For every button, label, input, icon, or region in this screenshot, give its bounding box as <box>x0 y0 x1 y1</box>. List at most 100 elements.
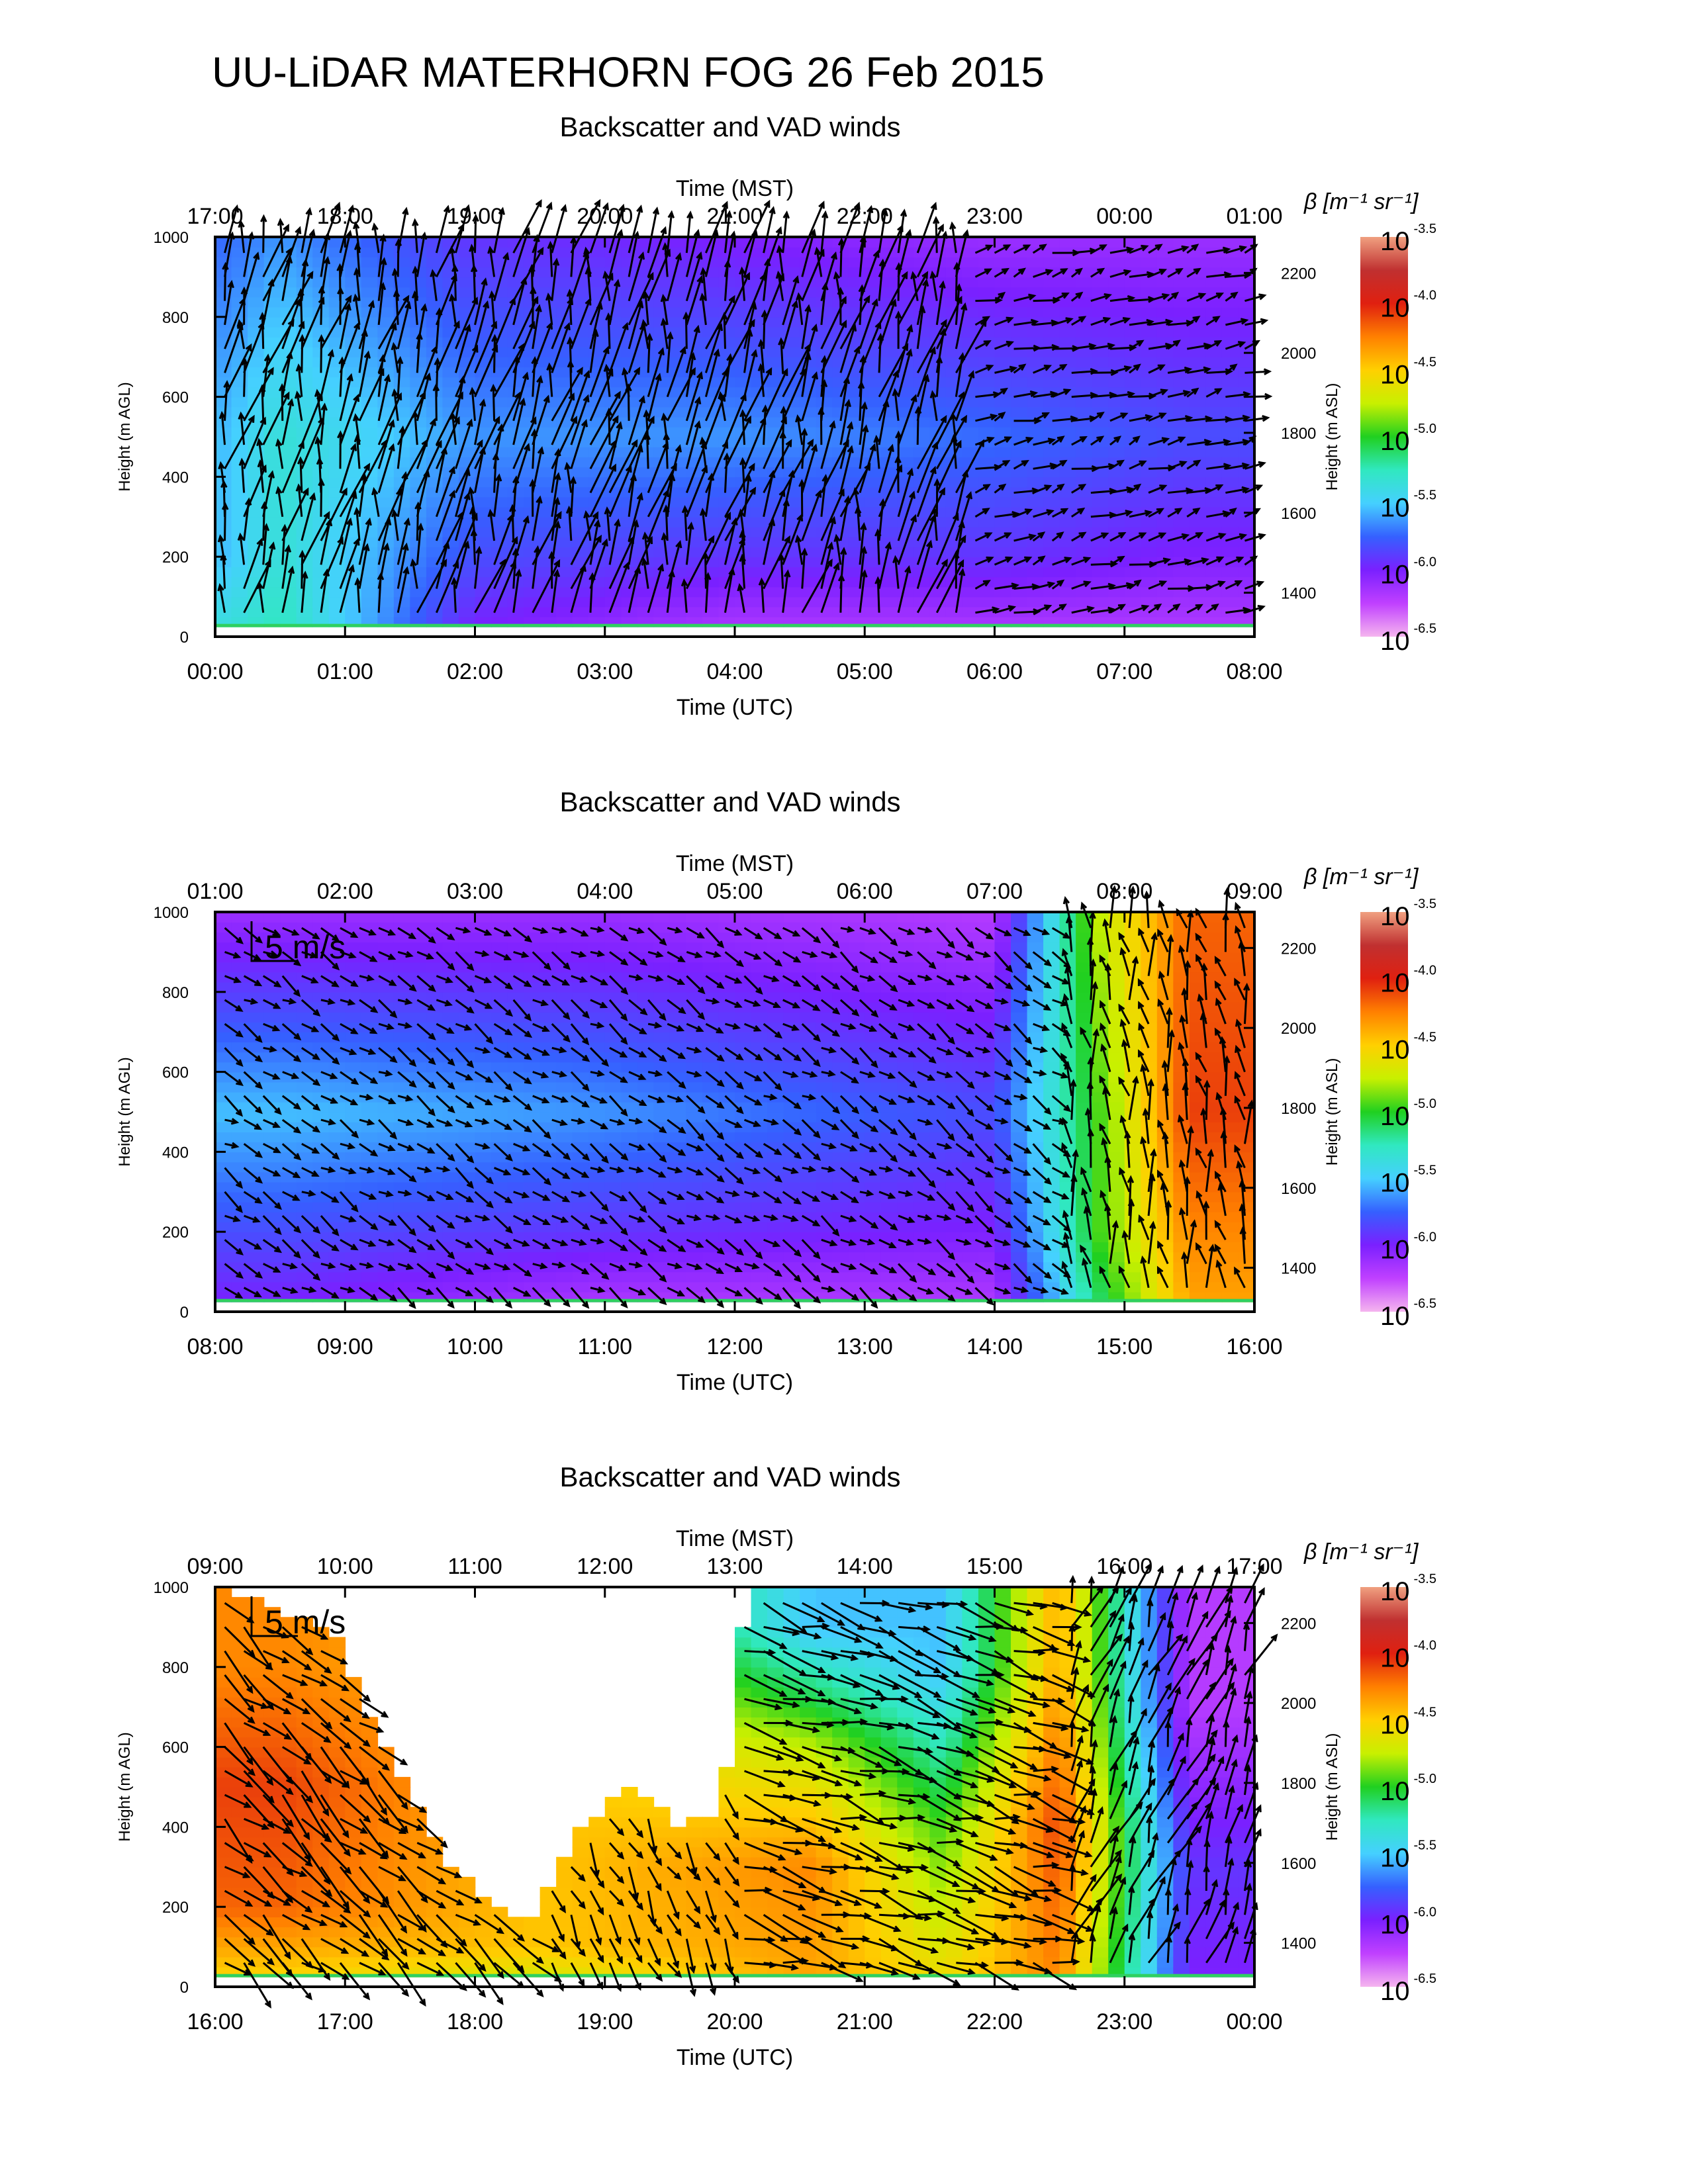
backscatter-cell <box>848 457 866 468</box>
backscatter-cell <box>312 1261 330 1273</box>
backscatter-cell <box>848 416 866 428</box>
backscatter-cell <box>994 357 1011 368</box>
backscatter-cell <box>345 1251 362 1263</box>
wind-arrow <box>551 298 573 349</box>
backscatter-cell <box>328 1062 346 1073</box>
wind-arrow <box>1129 340 1143 350</box>
wind-arrow <box>220 463 226 493</box>
wind-arrow <box>820 321 847 374</box>
backscatter-cell <box>280 296 297 308</box>
wind-arrow <box>1090 514 1115 518</box>
wind-arrow-head <box>606 368 614 377</box>
backscatter-cell <box>978 257 996 268</box>
wind-arrow-head <box>583 394 590 402</box>
wind-arrow <box>839 549 845 589</box>
backscatter-cell <box>377 486 395 498</box>
wind-arrow <box>608 563 630 614</box>
backscatter-cell <box>312 326 330 338</box>
wind-arrow <box>897 492 915 541</box>
wind-arrow <box>377 284 385 326</box>
backscatter-cell <box>426 447 444 457</box>
wind-arrow <box>724 539 745 590</box>
wind-arrow-head <box>749 486 757 495</box>
backscatter-cell <box>215 1201 232 1212</box>
wind-arrow-head <box>998 412 1006 419</box>
backscatter-cell <box>994 447 1011 457</box>
wind-arrow-head <box>371 486 379 496</box>
backscatter-cell <box>280 316 297 328</box>
wind-arrow-head <box>737 508 745 517</box>
wind-arrow-head <box>1126 246 1135 253</box>
backscatter-cell <box>994 567 1011 578</box>
wind-arrow <box>1013 460 1028 470</box>
backscatter-cell <box>263 506 281 518</box>
backscatter-cell <box>215 1022 232 1032</box>
wind-arrow-head <box>218 410 226 420</box>
wind-arrow <box>416 471 429 518</box>
wind-arrow <box>1013 557 1031 566</box>
wind-arrow <box>839 203 860 253</box>
wind-arrow <box>1109 366 1131 374</box>
wind-arrow <box>974 532 992 542</box>
backscatter-cell <box>604 326 622 338</box>
backscatter-cell <box>248 1112 265 1122</box>
wind-arrow <box>301 208 311 253</box>
backscatter-cell <box>280 1132 297 1143</box>
wind-arrow <box>820 357 826 397</box>
backscatter-cell <box>572 516 590 527</box>
backscatter-cell <box>800 496 817 508</box>
backscatter-cell <box>783 457 800 468</box>
backscatter-cell <box>361 496 379 508</box>
backscatter-cell <box>215 306 232 318</box>
wind-arrow <box>1244 395 1270 398</box>
wind-arrow <box>1052 293 1068 302</box>
backscatter-cell <box>556 237 573 248</box>
backscatter-cell <box>767 426 784 437</box>
backscatter-cell <box>475 962 492 973</box>
backscatter-cell <box>1108 257 1125 268</box>
wind-arrow-head <box>363 543 370 551</box>
backscatter-cell <box>767 596 784 608</box>
wind-arrow <box>1205 484 1222 494</box>
wind-arrow-head <box>1215 484 1224 491</box>
wind-arrow <box>1109 412 1127 422</box>
backscatter-cell <box>751 477 768 488</box>
backscatter-cell <box>572 526 590 537</box>
wind-arrow <box>916 347 935 398</box>
wind-arrow <box>724 417 751 469</box>
wind-arrow-head <box>287 398 295 407</box>
backscatter-cell <box>978 526 996 537</box>
backscatter-cell <box>442 567 459 578</box>
backscatter-cell <box>377 1212 395 1222</box>
backscatter-cell <box>1092 596 1109 608</box>
backscatter-cell <box>393 1232 411 1243</box>
backscatter-cell <box>296 1071 313 1083</box>
backscatter-cell <box>377 537 395 547</box>
backscatter-cell <box>328 1201 346 1212</box>
backscatter-cell <box>426 537 444 547</box>
backscatter-cell <box>263 586 281 598</box>
wind-arrow-head <box>940 414 947 424</box>
backscatter-cell <box>361 426 379 437</box>
backscatter-cell <box>345 981 362 993</box>
wind-arrow <box>281 353 292 397</box>
wind-arrow <box>628 396 645 445</box>
backscatter-cell <box>1027 576 1044 588</box>
wind-arrow-head <box>1006 340 1015 347</box>
wind-arrow-head <box>256 437 263 447</box>
backscatter-cell <box>475 537 492 547</box>
x-top-tick-label: 22:00 <box>837 204 893 229</box>
backscatter-cell <box>1238 357 1255 368</box>
backscatter-cell <box>248 557 265 568</box>
wind-arrow <box>589 274 614 326</box>
wind-arrow <box>238 321 246 349</box>
backscatter-cell <box>1076 586 1093 598</box>
backscatter-cell <box>1238 277 1255 288</box>
backscatter-cell <box>328 1022 346 1032</box>
backscatter-cell <box>458 277 476 288</box>
backscatter-cell <box>1092 357 1109 368</box>
backscatter-cell <box>361 1171 379 1183</box>
wind-arrow-head <box>660 226 667 235</box>
backscatter-cell <box>539 237 557 248</box>
wind-arrow-head <box>1060 268 1068 275</box>
